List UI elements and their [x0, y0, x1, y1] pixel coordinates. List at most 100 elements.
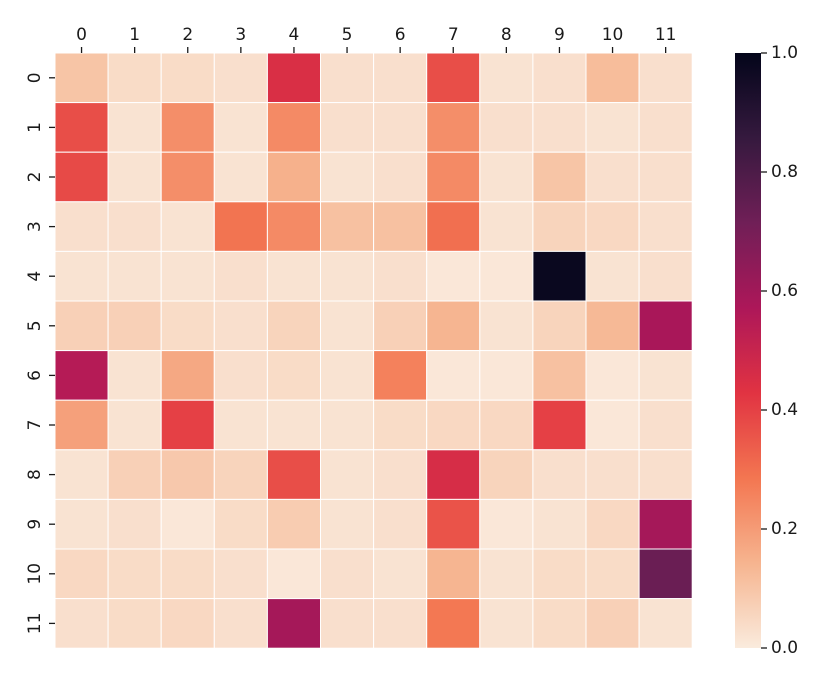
heatmap-cell-r8-c4: [266, 449, 321, 500]
y-tick-label-2: 2: [25, 172, 45, 183]
heatmap-cell-r7-c7: [426, 399, 481, 451]
heatmap-cell-r0-c9: [532, 52, 587, 104]
heatmap-cell-r2-c0: [54, 151, 109, 203]
heatmap-cell-r2-c8: [479, 151, 534, 203]
heatmap-cell-r0-c8: [479, 52, 534, 104]
heatmap-cell-r7-c10: [585, 399, 640, 451]
heatmap-cell-r1-c7: [426, 102, 481, 153]
heatmap-cell-r10-c9: [532, 548, 587, 600]
heatmap-cell-r11-c4: [266, 598, 321, 649]
heatmap-cell-r7-c9: [532, 399, 587, 451]
heatmap-cell-r0-c5: [320, 52, 375, 104]
heatmap-cell-r7-c1: [107, 399, 162, 451]
heatmap-cell-r5-c6: [373, 300, 428, 352]
heatmap-cell-r7-c8: [479, 399, 534, 451]
x-tick-label-5: 5: [342, 25, 353, 45]
heatmap-cell-r8-c7: [426, 449, 481, 500]
heatmap-cell-r2-c2: [160, 151, 215, 203]
colorbar-tick-label-0.2: 0.2: [771, 519, 798, 539]
heatmap-cell-r7-c3: [213, 399, 268, 451]
heatmap-cell-r4-c7: [426, 250, 481, 302]
heatmap-cell-r6-c11: [638, 350, 693, 401]
y-tick-label-8: 8: [25, 469, 45, 480]
heatmap-cell-r8-c2: [160, 449, 215, 500]
y-tick-label-11: 11: [25, 613, 45, 635]
heatmap-cell-r11-c6: [373, 598, 428, 649]
heatmap-cell-r2-c3: [213, 151, 268, 203]
heatmap-cell-r8-c0: [54, 449, 109, 500]
heatmap-cell-r10-c4: [266, 548, 321, 600]
heatmap-cell-r3-c9: [532, 201, 587, 252]
heatmap-cell-r1-c2: [160, 102, 215, 153]
x-tick-label-9: 9: [554, 25, 565, 45]
heatmap-cell-r7-c0: [54, 399, 109, 451]
x-tick-label-10: 10: [602, 25, 624, 45]
heatmap-cell-r9-c3: [213, 498, 268, 550]
colorbar: [735, 53, 761, 648]
heatmap-cell-r8-c10: [585, 449, 640, 500]
heatmap-cell-r3-c7: [426, 201, 481, 252]
heatmap-cell-r3-c1: [107, 201, 162, 252]
heatmap-cell-r10-c7: [426, 548, 481, 600]
heatmap-cell-r1-c9: [532, 102, 587, 153]
heatmap-cell-r4-c9: [532, 250, 587, 302]
heatmap-cell-r11-c7: [426, 598, 481, 649]
y-tick-label-4: 4: [25, 271, 45, 282]
heatmap-cell-r1-c8: [479, 102, 534, 153]
heatmap-cell-r4-c2: [160, 250, 215, 302]
heatmap-cell-r5-c3: [213, 300, 268, 352]
colorbar-ticks: 0.0 0.2 0.4 0.6 0.8 1.0: [761, 43, 798, 658]
heatmap-cell-r0-c3: [213, 52, 268, 104]
heatmap-cell-r0-c6: [373, 52, 428, 104]
heatmap-cell-r10-c10: [585, 548, 640, 600]
heatmap-cell-r1-c5: [320, 102, 375, 153]
heatmap-cell-r0-c7: [426, 52, 481, 104]
heatmap-cell-r5-c4: [266, 300, 321, 352]
heatmap-cell-r8-c6: [373, 449, 428, 500]
heatmap-cell-r6-c7: [426, 350, 481, 401]
colorbar-tick-label-0.0: 0.0: [771, 638, 798, 658]
colorbar-tick-label-0.4: 0.4: [771, 400, 798, 420]
heatmap-cell-r10-c1: [107, 548, 162, 600]
heatmap-cell-r10-c0: [54, 548, 109, 600]
x-tick-label-6: 6: [395, 25, 406, 45]
x-tick-label-2: 2: [182, 25, 193, 45]
heatmap-cell-r5-c1: [107, 300, 162, 352]
heatmap-cell-r8-c5: [320, 449, 375, 500]
y-tick-label-5: 5: [25, 320, 45, 331]
x-tick-label-3: 3: [235, 25, 246, 45]
heatmap-cell-r8-c8: [479, 449, 534, 500]
heatmap-cell-r3-c2: [160, 201, 215, 252]
y-tick-label-6: 6: [25, 370, 45, 381]
heatmap-cell-r2-c7: [426, 151, 481, 203]
heatmap-cell-r9-c0: [54, 498, 109, 550]
heatmap-cell-r5-c10: [585, 300, 640, 352]
heatmap-cell-r1-c4: [266, 102, 321, 153]
y-axis-ticks: 0 1 2 3 4 5 6 7 8 9 10 11: [25, 72, 55, 634]
heatmap-cell-r10-c11: [638, 548, 693, 600]
heatmap-cell-r9-c6: [373, 498, 428, 550]
heatmap-cell-r11-c0: [54, 598, 109, 649]
heatmap-cell-r1-c11: [638, 102, 693, 153]
heatmap-cell-r1-c3: [213, 102, 268, 153]
x-axis-ticks: 0 1 2 3 4 5 6 7 8 9 10 11: [76, 25, 676, 53]
heatmap-cell-r3-c4: [266, 201, 321, 252]
heatmap-cell-r2-c4: [266, 151, 321, 203]
heatmap-cell-r9-c4: [266, 498, 321, 550]
heatmap-cell-r6-c2: [160, 350, 215, 401]
heatmap-cell-r6-c4: [266, 350, 321, 401]
colorbar-tick-label-0.8: 0.8: [771, 162, 798, 182]
heatmap-cell-r11-c2: [160, 598, 215, 649]
heatmap-cell-r2-c10: [585, 151, 640, 203]
heatmap-cell-r6-c10: [585, 350, 640, 401]
heatmap-cell-r10-c2: [160, 548, 215, 600]
heatmap-cell-r6-c6: [373, 350, 428, 401]
heatmap-cell-r3-c5: [320, 201, 375, 252]
heatmap-cell-r7-c6: [373, 399, 428, 451]
heatmap-cell-r8-c3: [213, 449, 268, 500]
heatmap-cell-r4-c11: [638, 250, 693, 302]
heatmap-cell-r9-c7: [426, 498, 481, 550]
heatmap-cell-r5-c11: [638, 300, 693, 352]
heatmap-cell-r7-c4: [266, 399, 321, 451]
heatmap-cell-r3-c11: [638, 201, 693, 252]
